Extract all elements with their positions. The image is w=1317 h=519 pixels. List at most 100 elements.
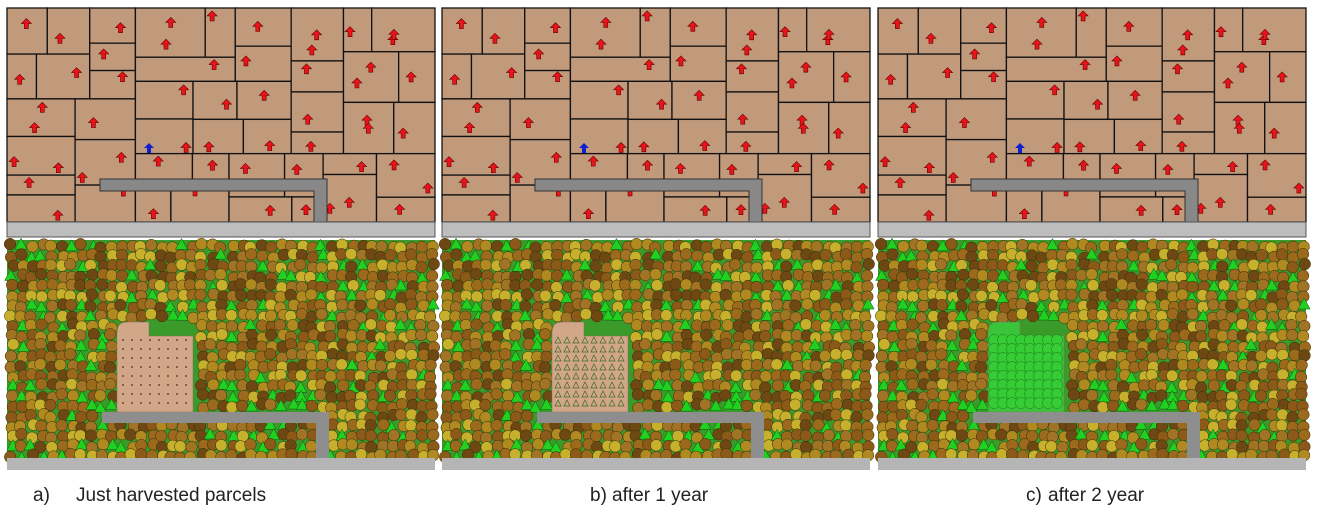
tree [510, 411, 522, 423]
road-bottom [7, 222, 435, 237]
panel: b)after 1 year [439, 8, 875, 506]
tree [1287, 241, 1299, 253]
tree [375, 360, 387, 372]
tree [1297, 248, 1309, 260]
tree [916, 240, 928, 252]
tree [145, 308, 157, 320]
tree [935, 258, 947, 270]
tree [307, 252, 319, 264]
tree [1158, 319, 1170, 331]
tree [1286, 319, 1298, 331]
tree [1196, 370, 1208, 382]
panel-caption: after 2 year [1048, 485, 1145, 506]
tree [1187, 262, 1199, 274]
parcel [570, 154, 627, 180]
tree [700, 438, 712, 450]
seed-dot [131, 357, 133, 359]
tree [471, 319, 483, 331]
tree [539, 362, 551, 374]
tree [1157, 348, 1169, 360]
tree [145, 239, 157, 251]
tree [36, 319, 48, 331]
seed-dot [122, 357, 124, 359]
tree [64, 349, 76, 361]
tree [751, 359, 763, 371]
parcel [812, 197, 870, 222]
tree [165, 252, 177, 264]
tree [105, 378, 117, 390]
tree [1197, 391, 1209, 403]
tree [863, 258, 875, 270]
seed-dot [158, 366, 160, 368]
tree [1255, 298, 1267, 310]
tree [197, 389, 209, 401]
tree [975, 328, 987, 340]
tree [661, 309, 673, 321]
tree [670, 289, 682, 301]
tree [800, 419, 812, 431]
tree [1298, 409, 1310, 421]
tree [226, 402, 238, 414]
tree [74, 330, 86, 342]
tree [416, 430, 428, 442]
tree [830, 409, 842, 421]
parcel [377, 197, 435, 222]
parcel [778, 52, 833, 103]
tree [529, 390, 541, 402]
seed-dot [140, 348, 142, 350]
tree [1167, 308, 1179, 320]
tree [1087, 280, 1099, 292]
seed-dot [158, 402, 160, 404]
tree [670, 278, 682, 290]
tree [876, 350, 888, 362]
tree [154, 280, 166, 292]
tree [722, 319, 734, 331]
tree [315, 389, 327, 401]
seed-dot [122, 393, 124, 395]
tree [205, 269, 217, 281]
seed-dot [158, 339, 160, 341]
tree [1186, 389, 1198, 401]
tree [439, 238, 451, 250]
tree [64, 258, 76, 270]
parcel [878, 8, 918, 54]
tree [853, 300, 865, 312]
parcel [442, 8, 482, 54]
tree [441, 412, 453, 424]
tree [316, 281, 328, 293]
tree [819, 298, 831, 310]
tree [823, 429, 835, 441]
tree [1106, 441, 1118, 453]
tree [851, 241, 863, 253]
tree [384, 309, 396, 321]
parcel [878, 136, 946, 175]
tree [235, 369, 247, 381]
tree [1238, 298, 1250, 310]
tree [650, 439, 662, 451]
tree [104, 362, 116, 374]
seed-dot [176, 348, 178, 350]
tree [1036, 252, 1048, 264]
road-bottom [878, 458, 1306, 470]
tree [451, 249, 463, 261]
tree [541, 341, 553, 353]
parcel [570, 8, 640, 57]
tree [977, 351, 989, 363]
parcel [90, 43, 136, 70]
parcel [229, 197, 292, 222]
tree [916, 351, 928, 363]
tree [731, 429, 743, 441]
tree [196, 238, 208, 250]
tree [471, 378, 483, 390]
tree [522, 269, 534, 281]
tree [1208, 380, 1220, 392]
tree [195, 289, 207, 301]
tree [509, 330, 521, 342]
seed-dot [167, 357, 169, 359]
parcel [525, 43, 571, 70]
tree [539, 328, 551, 340]
tree [812, 402, 824, 414]
tree [377, 270, 389, 282]
tree [345, 310, 357, 322]
road-bottom [442, 458, 870, 470]
